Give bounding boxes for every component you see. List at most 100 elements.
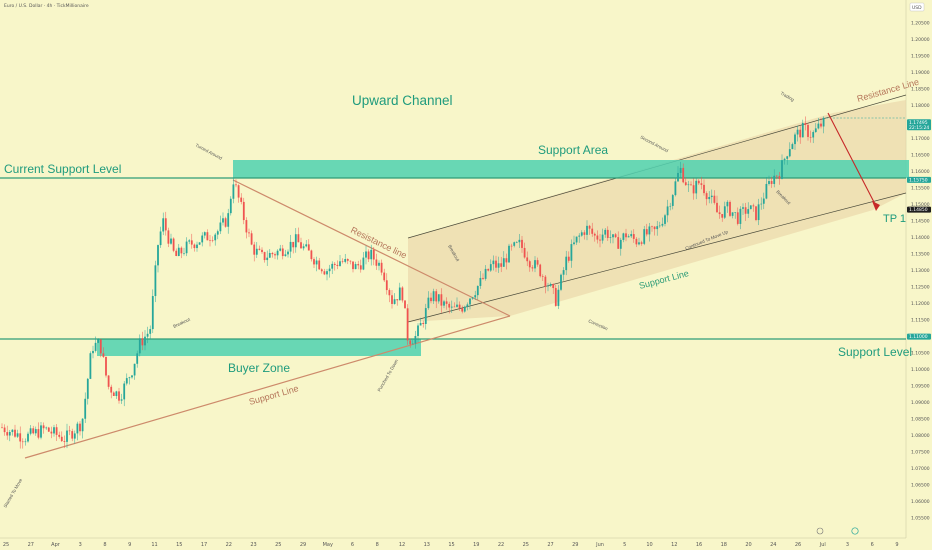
candle-body-176 <box>458 304 461 309</box>
candle-body-32 <box>84 398 87 419</box>
candle-body-311 <box>809 136 812 138</box>
candle-body-228 <box>593 233 596 236</box>
candle-body-185 <box>482 277 484 279</box>
candle-body-153 <box>398 287 401 301</box>
candle-body-289 <box>752 205 755 207</box>
candle-body-4 <box>11 429 14 433</box>
candle-body-263 <box>684 182 687 186</box>
candle-body-75 <box>196 244 198 249</box>
candle-body-186 <box>484 268 487 279</box>
candle-body-177 <box>461 308 464 312</box>
tp1-label: TP 1 <box>883 213 906 225</box>
projection-arrow <box>827 112 877 207</box>
candle-body-161 <box>419 322 422 326</box>
candle-body-229 <box>596 235 599 240</box>
candle-body-217 <box>565 256 568 271</box>
candle-body-283 <box>736 212 739 224</box>
candle-body-155 <box>404 300 406 309</box>
candle-body-117 <box>305 244 308 247</box>
candle-body-16 <box>42 425 45 429</box>
candle-body-21 <box>55 427 58 435</box>
candle-body-230 <box>599 239 601 241</box>
candle-body-305 <box>794 134 796 145</box>
candle-body-212 <box>552 284 555 289</box>
candle-body-42 <box>110 386 113 393</box>
candle-body-67 <box>175 250 178 257</box>
candle-body-114 <box>297 234 300 243</box>
candle-body-136 <box>354 264 357 270</box>
price-tick-5: 1.18000 <box>911 103 930 109</box>
price-axis-panel[interactable] <box>906 0 932 538</box>
time-tick-16: 12 <box>399 542 405 548</box>
price-tick-2: 1.19500 <box>911 54 930 60</box>
candle-body-10 <box>27 433 29 442</box>
price-tick-8: 1.16500 <box>911 153 930 159</box>
candle-body-122 <box>318 260 321 270</box>
candle-body-252 <box>656 226 659 230</box>
candle-body-116 <box>302 246 305 249</box>
candle-body-91 <box>237 185 240 198</box>
candle-body-106 <box>276 250 279 256</box>
candle-body-61 <box>159 231 162 246</box>
price-badge-bg-3 <box>907 333 931 340</box>
candle-body-121 <box>315 260 318 265</box>
time-tick-25: 5 <box>623 542 626 548</box>
symbol-line: Euro / U.S. Dollar · 4h · TickMillionair… <box>4 3 89 9</box>
time-tick-17: 13 <box>424 542 430 548</box>
candle-body-139 <box>362 257 365 270</box>
candle-body-260 <box>677 172 679 182</box>
candle-body-68 <box>177 247 180 257</box>
candle-body-259 <box>674 181 677 196</box>
candle-body-267 <box>695 180 698 194</box>
time-tick-7: 15 <box>176 542 182 548</box>
candle-body-286 <box>744 207 747 214</box>
time-tick-33: Jul <box>819 542 826 548</box>
candle-body-179 <box>466 304 469 307</box>
candle-body-12 <box>32 428 35 434</box>
price-tick-13: 1.14000 <box>911 235 930 241</box>
candle-body-56 <box>146 333 149 337</box>
time-tick-27: 12 <box>671 542 677 548</box>
candle-body-160 <box>417 325 419 337</box>
settings-icon[interactable] <box>816 527 824 535</box>
time-tick-23: 29 <box>572 542 578 548</box>
candle-body-253 <box>658 225 661 227</box>
candle-body-208 <box>541 276 544 277</box>
candle-body-313 <box>814 128 817 133</box>
time-tick-35: 6 <box>871 542 874 548</box>
note-started-move: Started To Move <box>3 477 24 508</box>
candle-body-303 <box>788 149 791 157</box>
candle-body-70 <box>183 253 185 254</box>
candle-body-301 <box>783 158 786 161</box>
candle-body-198 <box>515 242 518 243</box>
time-tick-18: 15 <box>448 542 454 548</box>
candle-body-292 <box>760 203 763 205</box>
candle-body-85 <box>222 218 224 223</box>
candle-body-47 <box>123 383 126 400</box>
candle-body-59 <box>154 265 157 297</box>
candle-body-187 <box>487 268 490 271</box>
candle-body-224 <box>583 232 586 235</box>
price-tick-1: 1.20000 <box>911 37 930 43</box>
candle-body-213 <box>554 288 557 306</box>
candle-body-192 <box>500 263 503 267</box>
candle-body-270 <box>703 184 705 194</box>
time-tick-12: 29 <box>300 542 306 548</box>
candle-body-132 <box>344 259 347 262</box>
candle-body-102 <box>266 257 269 261</box>
candle-body-302 <box>786 156 789 159</box>
candle-body-171 <box>445 301 448 304</box>
globe-icon[interactable] <box>851 527 859 535</box>
time-tick-0: 25 <box>3 542 9 548</box>
candle-body-73 <box>190 240 193 245</box>
candle-body-72 <box>188 240 191 242</box>
candle-body-28 <box>73 433 76 439</box>
candle-body-89 <box>232 184 235 199</box>
candle-body-83 <box>216 231 219 235</box>
candle-body-52 <box>136 353 139 364</box>
time-tick-10: 23 <box>250 542 256 548</box>
currency-badge[interactable]: USD <box>912 5 922 11</box>
candle-body-76 <box>198 242 201 245</box>
candle-body-269 <box>700 183 703 185</box>
